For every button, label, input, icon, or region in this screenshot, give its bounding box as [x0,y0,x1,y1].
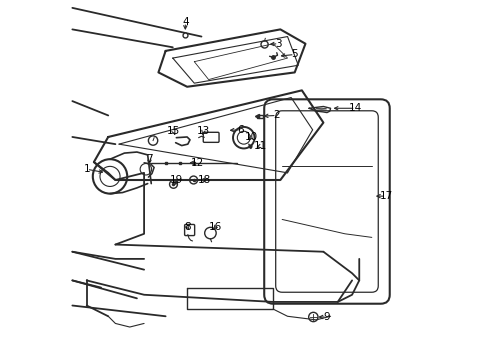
Text: 8: 8 [183,222,190,231]
Text: 17: 17 [379,191,392,201]
Text: 1: 1 [83,164,90,174]
Text: 4: 4 [182,17,188,27]
Text: 14: 14 [348,103,362,113]
Text: 18: 18 [197,175,210,185]
Text: 13: 13 [196,126,209,136]
Text: 11: 11 [253,141,267,151]
FancyBboxPatch shape [203,132,219,142]
Text: 7: 7 [146,154,152,164]
Text: 3: 3 [275,39,281,49]
Text: 6: 6 [237,125,244,135]
Text: 16: 16 [209,222,222,231]
Text: 19: 19 [169,175,183,185]
Text: 15: 15 [166,126,180,136]
Text: 10: 10 [244,132,258,142]
FancyBboxPatch shape [184,225,194,235]
Text: 9: 9 [323,312,329,322]
Text: 5: 5 [291,49,297,59]
Text: 2: 2 [273,111,280,121]
Bar [257,115,263,118]
Text: 12: 12 [191,158,204,168]
